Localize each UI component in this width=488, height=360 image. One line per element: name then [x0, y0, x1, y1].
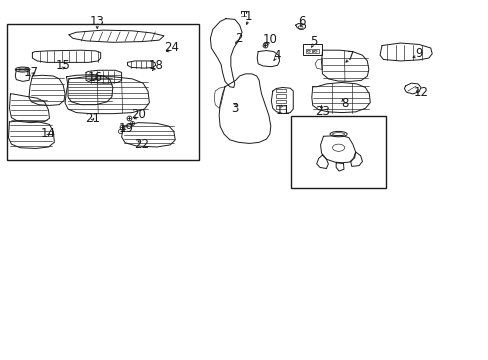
Text: 8: 8	[340, 98, 347, 111]
Bar	[303, 44, 321, 55]
Text: 4: 4	[273, 49, 280, 62]
Text: 9: 9	[414, 47, 422, 60]
Text: 16: 16	[87, 71, 102, 84]
Bar	[276, 94, 285, 98]
Text: 23: 23	[314, 105, 329, 118]
Text: 2: 2	[234, 32, 242, 45]
Bar	[276, 105, 285, 109]
Text: 22: 22	[134, 138, 149, 151]
Text: 6: 6	[297, 15, 305, 28]
Text: 10: 10	[262, 33, 277, 46]
Text: 1: 1	[244, 10, 252, 23]
Text: 19: 19	[119, 122, 134, 135]
Text: 5: 5	[310, 35, 317, 49]
Text: 14: 14	[41, 127, 56, 140]
Text: 13: 13	[90, 15, 104, 28]
Text: 21: 21	[85, 112, 100, 125]
Bar	[312, 49, 318, 53]
Text: 24: 24	[163, 41, 179, 54]
Text: 11: 11	[275, 104, 290, 117]
Text: 7: 7	[346, 50, 354, 63]
Text: 3: 3	[231, 102, 238, 115]
Text: 20: 20	[131, 108, 146, 121]
Text: 15: 15	[56, 59, 70, 72]
Text: 17: 17	[23, 66, 39, 79]
Bar	[290, 116, 385, 188]
Bar	[6, 24, 199, 160]
Bar	[276, 100, 285, 103]
Bar	[305, 49, 311, 53]
Text: 12: 12	[413, 86, 427, 99]
Bar	[276, 89, 285, 92]
Text: 18: 18	[148, 59, 163, 72]
